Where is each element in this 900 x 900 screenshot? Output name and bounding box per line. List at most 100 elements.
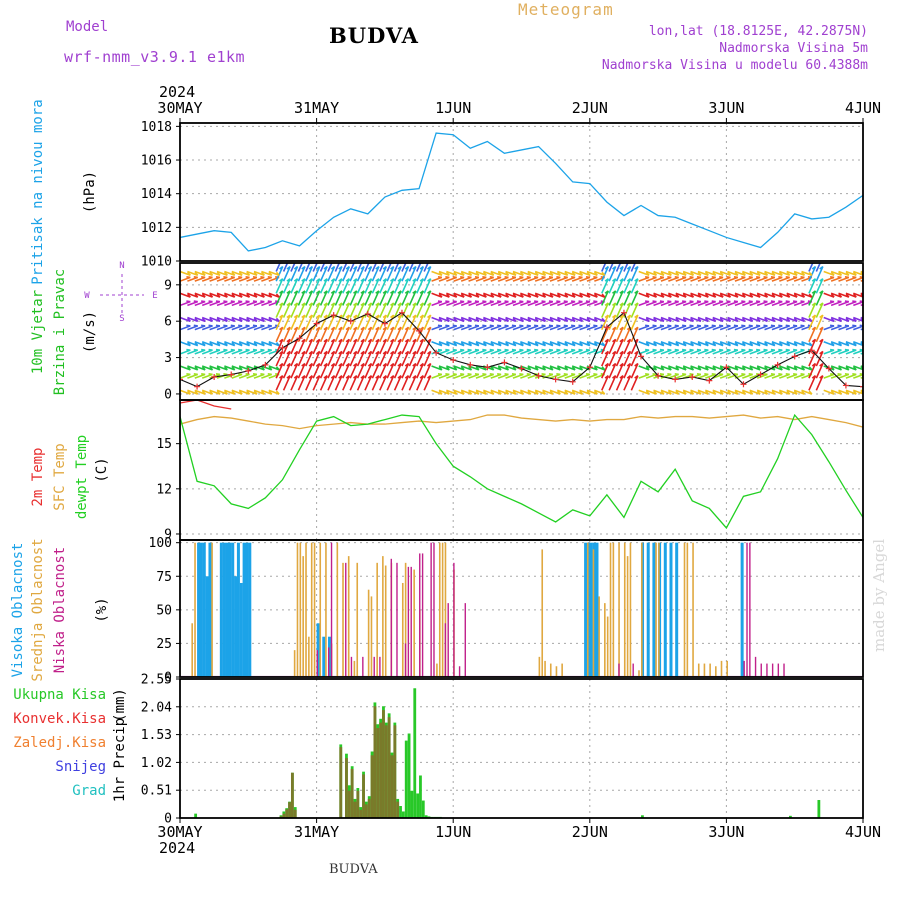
station-title: BUDVA [329,23,419,48]
wind-arrow [231,292,243,298]
wind-arrow-head [653,366,658,371]
wind-arrow-head [360,375,365,379]
wind-arrow-head [187,342,191,347]
wind-arrow-head [345,265,350,270]
wind-arrow [327,266,336,282]
temperature-ytick-label: 9 [164,527,172,542]
wind-arrow [557,349,568,355]
wind-arrow [453,300,465,307]
wind-arrow-head [293,278,299,282]
wind-arrow-head [497,373,502,376]
wind-arrow [224,365,236,371]
wind-arrow-head [634,302,639,307]
wind-arrow-head [216,271,221,276]
wind-gust-marker [296,335,303,342]
cloud-bar [327,636,331,677]
wind-arrow [815,338,824,355]
wind-arrow-head [652,300,657,303]
wind-arrow [423,363,432,379]
wind-arrow-head [838,271,843,276]
wind-arrow [660,292,672,298]
cloud-bar [746,542,748,677]
wind-arrow [475,270,487,277]
wind-arrow-head [742,342,746,347]
wind-arrow [594,292,605,298]
wind-arrow-head [634,350,639,355]
cloud-bar [234,576,238,677]
wind-arrow [623,363,632,379]
wind-arrow [705,389,716,395]
wind-arrow [349,338,358,355]
wind-arrow [371,278,380,294]
wind-arrow-head [779,317,783,322]
cloud-bar [370,596,373,677]
wind-arrow-head [660,317,665,322]
wind-arrow [638,300,650,307]
wind-arrow [742,349,753,355]
wind-arrow-head [268,271,273,276]
wind-arrow [475,349,487,355]
temperature-ytick-label: 12 [156,482,172,497]
wind-arrow-head [549,390,554,395]
wind-arrow [216,389,228,395]
wind-arrow-head [293,290,299,294]
wind-arrow-head [293,314,299,319]
wind-arrow [653,270,665,277]
wind-arrow [379,363,388,379]
wind-arrow-head [867,350,871,351]
wind-arrow-head [675,293,680,298]
wind-arrow [446,373,457,379]
wind-arrow [180,292,191,298]
wind-arrow-head [186,348,191,351]
wind-arrow [253,365,265,371]
wind-arrow-head [571,342,576,347]
wind-arrow-head [483,317,487,322]
wind-arrow [571,389,583,395]
wind-arrow [527,276,539,282]
wind-arrow-head [490,271,495,276]
wind-arrow-head [786,293,791,298]
wind-arrow [180,325,191,331]
wind-arrow-head [749,317,754,322]
wind-arrow [675,389,687,395]
wind-arrow [719,341,731,347]
wind-arrow [416,266,425,282]
wind-arrow-head [696,348,701,351]
wind-arrow-head [634,375,639,379]
precipitation-ytick-label: 1.02 [141,756,172,771]
wind-arrow [734,365,746,371]
wind-arrow [668,341,679,347]
wind-arrow-head [302,257,305,259]
wind-arrow-head [586,293,591,298]
wind-arrow-head [697,342,702,347]
wind-arrow-head [505,390,510,395]
wind-arrow-head [718,276,724,279]
wind-arrow-head [605,257,608,259]
wind-arrow [742,373,753,379]
wind-arrow-head [755,324,761,327]
wind-arrow [615,338,624,355]
wind-arrow-head [749,271,754,276]
wind-arrow [401,338,410,355]
wind-arrow-head [316,362,321,367]
wind-arrow [742,316,753,323]
wind-arrow [505,292,517,298]
wind-arrow [697,270,709,277]
wind-arrow [371,363,380,379]
wind-arrow [290,338,299,355]
wind-arrow-head [689,373,694,376]
wind-arrow-head [468,293,473,298]
wind-arrow [446,316,457,323]
wind-arrow-head [279,350,284,355]
wind-arrow [475,373,487,379]
wind-arrow-head [267,276,272,279]
wind-arrow-head [338,290,343,294]
wind-arrow [823,389,835,395]
cloud-bar [632,663,634,677]
wind-arrow-head [245,324,250,327]
wind-arrow [719,349,731,355]
wind-arrow-head [246,271,251,276]
wind-arrow [238,373,250,379]
wind-arrow [438,389,450,395]
wind-arrow [793,365,805,371]
